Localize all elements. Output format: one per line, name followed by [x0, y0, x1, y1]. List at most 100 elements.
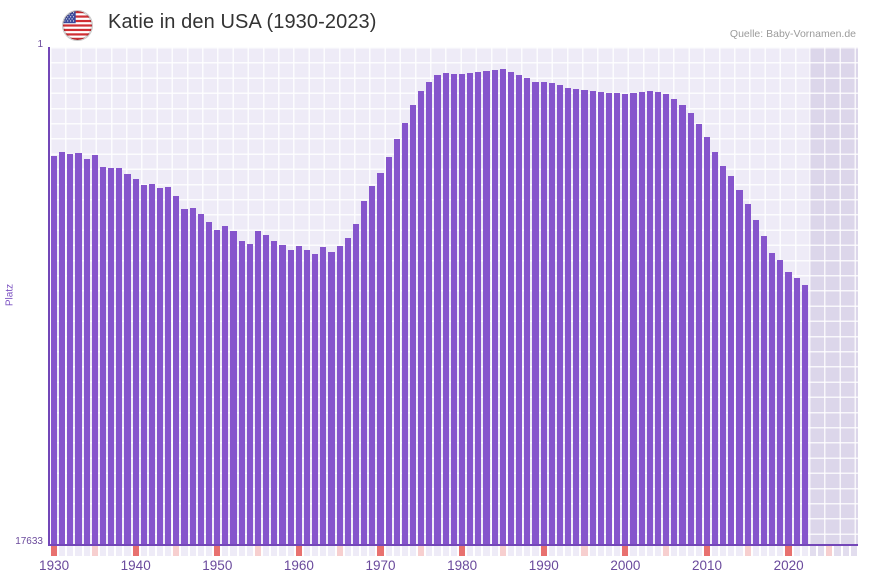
bar	[222, 226, 229, 545]
x-axis-tick-marker	[728, 546, 735, 556]
x-axis-tick-marker	[826, 546, 833, 556]
bar	[214, 230, 221, 545]
x-axis-tick-marker	[271, 546, 278, 556]
bar	[426, 81, 433, 545]
bar	[711, 151, 719, 545]
bar	[663, 93, 670, 545]
chart-header: Katie in den USA (1930-2023) Quelle: Bab…	[0, 0, 873, 47]
bar	[556, 84, 564, 545]
x-axis-tick-marker	[818, 546, 825, 556]
bar	[630, 92, 637, 545]
bar	[75, 152, 82, 545]
x-axis-tick-label: 1950	[202, 558, 233, 573]
x-axis-tick-marker	[295, 546, 302, 556]
x-axis-tick-marker	[695, 546, 702, 556]
x-axis-tick-label: 2000	[610, 558, 641, 573]
x-axis-tick-marker	[426, 546, 433, 556]
x-axis-tick-marker	[752, 546, 759, 556]
plot-area	[50, 47, 858, 545]
x-axis-tick-marker	[524, 546, 531, 556]
x-axis-tick-marker	[75, 546, 82, 556]
x-axis-tick-marker	[842, 546, 849, 556]
bar	[728, 176, 735, 545]
x-axis-tick-marker	[687, 546, 694, 556]
bar	[361, 201, 368, 545]
x-axis-tick-marker	[124, 546, 131, 556]
bar	[679, 104, 686, 545]
bar-series	[50, 47, 858, 545]
bar	[254, 231, 262, 545]
bar	[744, 204, 751, 545]
bar	[401, 122, 408, 545]
x-axis-tick-label: 1940	[120, 558, 151, 573]
bar	[736, 190, 743, 545]
bar	[605, 92, 613, 545]
x-axis-tick-marker	[361, 546, 368, 556]
bar	[59, 151, 66, 545]
bar	[695, 123, 702, 545]
bar	[385, 156, 392, 545]
x-axis-tick-marker	[834, 546, 841, 556]
x-axis-tick-marker	[589, 546, 596, 556]
x-axis-tick-marker	[214, 546, 221, 556]
bar	[124, 174, 131, 545]
bar	[410, 104, 417, 545]
x-axis-tick-marker	[475, 546, 482, 556]
bar	[393, 138, 400, 545]
x-axis-tick-marker	[369, 546, 376, 556]
x-axis-tick-marker	[491, 546, 498, 556]
y-axis-title-text: Platz	[4, 283, 16, 307]
x-axis-tick-marker	[165, 546, 172, 556]
x-axis-tick-marker	[410, 546, 417, 556]
x-axis-tick-marker	[230, 546, 237, 556]
bar	[507, 71, 515, 545]
x-axis-tick-marker	[679, 546, 686, 556]
x-axis-tick-marker	[99, 546, 107, 556]
x-axis-tick-marker	[809, 546, 817, 556]
bar	[279, 245, 286, 545]
y-axis-line	[48, 47, 50, 546]
x-axis-tick-marker	[418, 546, 425, 556]
x-axis-tick-marker	[287, 546, 294, 556]
x-axis-tick-label: 1990	[528, 558, 559, 573]
x-axis-tick-marker	[556, 546, 564, 556]
bar	[263, 235, 270, 545]
x-axis-tick-marker	[197, 546, 204, 556]
page-title: Katie in den USA (1930-2023)	[108, 11, 377, 33]
x-axis-tick-marker	[385, 546, 392, 556]
bar	[573, 88, 580, 545]
x-axis-tick-marker	[352, 546, 360, 556]
bar	[483, 70, 490, 545]
x-axis-tick-marker	[303, 546, 311, 556]
bar	[540, 81, 547, 545]
y-axis-title: Platz	[0, 0, 40, 587]
bar	[548, 82, 555, 545]
bar	[646, 90, 653, 545]
bar	[760, 236, 768, 545]
x-axis-tick-marker	[434, 546, 441, 556]
x-axis-tick-marker	[254, 546, 262, 556]
x-axis-tick-marker	[638, 546, 645, 556]
bar	[671, 98, 678, 545]
x-axis-line	[48, 544, 858, 546]
x-axis-tick-label: 2010	[691, 558, 723, 573]
x-axis-tick-marker	[711, 546, 719, 556]
x-axis-tick-marker	[263, 546, 270, 556]
x-axis-tick-marker	[83, 546, 90, 556]
bar	[442, 72, 449, 545]
x-axis-tick-marker	[671, 546, 678, 556]
bar	[475, 71, 482, 545]
x-axis-tick-marker	[793, 546, 800, 556]
x-axis-tick-marker	[222, 546, 229, 556]
x-axis-tick-marker	[181, 546, 188, 556]
x-axis-tick-label: 1970	[365, 558, 396, 573]
bar	[467, 72, 474, 545]
x-axis-tick-marker	[785, 546, 792, 556]
y-axis-tick-bottom: 17633	[15, 536, 43, 547]
bar	[181, 209, 188, 545]
x-axis-tick-marker	[769, 546, 776, 556]
x-axis-tick-marker	[720, 546, 727, 556]
bar	[801, 285, 808, 545]
x-axis-tick-marker	[344, 546, 351, 556]
